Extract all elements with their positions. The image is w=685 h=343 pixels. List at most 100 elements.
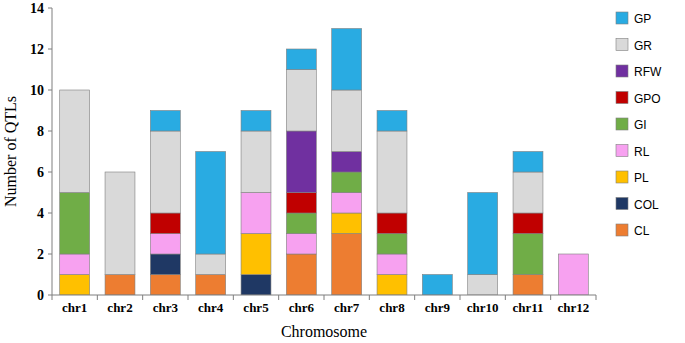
- y-tick-label: 4: [37, 206, 44, 221]
- y-axis-title: Number of QTLs: [2, 96, 19, 207]
- bar-segment: [196, 152, 226, 255]
- bar-segment: [332, 90, 362, 152]
- legend-swatch: [616, 145, 628, 157]
- bar-segment: [286, 49, 316, 70]
- x-tick-label: chr6: [289, 300, 315, 315]
- legend-swatch: [616, 198, 628, 210]
- bar-segment: [377, 213, 407, 234]
- legend-label: GI: [634, 118, 647, 132]
- bar-segment: [241, 234, 271, 275]
- bar-segment: [241, 131, 271, 193]
- bar-segment: [286, 254, 316, 295]
- y-tick-label: 0: [37, 288, 44, 303]
- legend-label: RL: [634, 145, 650, 159]
- legend-label: RFW: [634, 65, 662, 79]
- y-tick: [48, 49, 52, 50]
- bar-segment: [377, 111, 407, 132]
- bar-segment: [558, 254, 588, 255]
- bar-segment: [513, 275, 543, 296]
- bar-segment: [60, 90, 90, 91]
- y-tick-label: 6: [37, 165, 44, 180]
- bar-segment: [513, 172, 543, 213]
- legend-label: GR: [634, 39, 652, 53]
- bar-segment: [286, 131, 316, 193]
- legend-swatch: [616, 92, 628, 104]
- x-tick-mark: [550, 295, 551, 300]
- x-tick-mark: [324, 295, 325, 300]
- bar-segment: [422, 275, 452, 296]
- x-tick-mark: [596, 295, 597, 300]
- x-tick-mark: [414, 295, 415, 300]
- chart: 02468101214chr1chr2chr3chr4chr5chr6chr7c…: [0, 0, 685, 343]
- bar-segment: [377, 275, 407, 296]
- y-tick-label: 8: [37, 124, 44, 139]
- bar-segment: [332, 29, 362, 91]
- legend-swatch: [616, 12, 628, 24]
- legend-swatch: [616, 39, 628, 51]
- legend-swatch: [616, 118, 628, 130]
- bar-segment: [150, 213, 180, 234]
- bar-segment: [105, 172, 135, 275]
- bar-segment: [558, 254, 588, 255]
- x-tick-label: chr9: [425, 300, 451, 315]
- bar-segment: [558, 254, 588, 255]
- bar-segment: [332, 172, 362, 193]
- bar-segment: [241, 193, 271, 234]
- bar-segment: [513, 213, 543, 234]
- x-tick-mark: [188, 295, 189, 300]
- x-tick-mark: [505, 295, 506, 300]
- bar-segment: [513, 234, 543, 275]
- y-tick: [48, 254, 52, 255]
- bar-segment: [558, 254, 588, 255]
- legend-swatch: [616, 224, 628, 236]
- y-tick-label: 12: [30, 42, 44, 57]
- legend-swatch: [616, 65, 628, 77]
- bar-segment: [286, 70, 316, 132]
- y-tick: [48, 131, 52, 132]
- x-tick-mark: [369, 295, 370, 300]
- bar-segment: [60, 193, 90, 255]
- x-tick-label: chr1: [62, 300, 87, 315]
- bar-segment: [332, 193, 362, 214]
- legend-label: COL: [634, 198, 659, 212]
- bar-segment: [513, 152, 543, 173]
- x-tick-mark: [52, 295, 53, 300]
- bar-segment: [468, 275, 498, 296]
- bar-segment: [196, 275, 226, 296]
- bar-segment: [150, 131, 180, 213]
- bar-segment: [196, 254, 226, 275]
- bar-segment: [150, 275, 180, 296]
- y-axis: [52, 8, 53, 295]
- bar-segment: [468, 193, 498, 275]
- bar-segment: [558, 254, 588, 295]
- bar-segment: [558, 254, 588, 255]
- y-tick: [48, 295, 52, 296]
- bar-segment: [150, 234, 180, 255]
- bar-segment: [332, 213, 362, 234]
- legend-label: CL: [634, 224, 650, 238]
- x-tick-label: chr2: [107, 300, 132, 315]
- legend: GPGRRFWGPOGIRLPLCOLCL: [616, 12, 662, 238]
- bar-segment: [332, 152, 362, 173]
- bar-segment: [60, 275, 90, 296]
- x-tick-label: chr7: [334, 300, 360, 315]
- legend-label: GP: [634, 12, 651, 26]
- legend-label: PL: [634, 171, 649, 185]
- x-tick-mark: [233, 295, 234, 300]
- y-tick: [48, 213, 52, 214]
- y-tick-label: 10: [30, 83, 44, 98]
- bar-segment: [105, 172, 135, 173]
- x-tick-mark: [142, 295, 143, 300]
- y-tick-label: 14: [30, 1, 44, 16]
- y-tick-label: 2: [37, 247, 44, 262]
- bar-segment: [150, 254, 180, 275]
- x-tick-label: chr4: [198, 300, 224, 315]
- y-tick: [48, 172, 52, 173]
- x-tick-label: chr12: [557, 300, 589, 315]
- x-axis-title: Chromosome: [281, 323, 367, 340]
- bars: [60, 29, 589, 296]
- bar-segment: [286, 193, 316, 214]
- bar-segment: [241, 275, 271, 296]
- x-tick-mark: [97, 295, 98, 300]
- bar-segment: [377, 254, 407, 275]
